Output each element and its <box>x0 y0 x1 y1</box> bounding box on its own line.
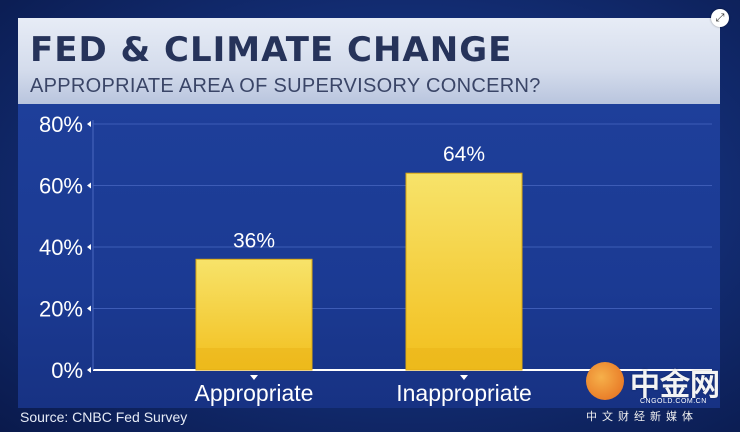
logo-tagline: 中文财经新媒体 <box>586 411 698 423</box>
y-tick-mark <box>87 244 91 250</box>
y-tick-mark <box>87 367 91 373</box>
x-tick-label: Appropriate <box>195 380 314 406</box>
chart-title: FED & CLIMATE CHANGE <box>30 30 513 70</box>
bar <box>405 172 523 371</box>
y-tick-mark <box>87 182 91 189</box>
source-note: Source: CNBC Fed Survey <box>20 409 188 425</box>
chart-header: FED & CLIMATE CHANGE APPROPRIATE AREA OF… <box>18 18 720 104</box>
bar-base-shade <box>196 348 312 370</box>
y-tick-mark <box>87 121 91 127</box>
logo-name: 中金网 <box>630 369 720 402</box>
chart-panel <box>18 104 720 408</box>
watermark-logo: 中金网 CNGOLD.COM.CN 中文财经新媒体 <box>584 360 734 426</box>
data-label: 36% <box>233 229 275 252</box>
x-tick-mark <box>460 375 468 380</box>
logo-domain: CNGOLD.COM.CN <box>640 398 707 405</box>
data-label: 64% <box>443 143 485 166</box>
logo-mark-icon <box>586 362 624 400</box>
y-tick-label: 40% <box>39 235 83 260</box>
y-tick-label: 20% <box>39 297 83 322</box>
y-tick-mark <box>87 305 91 312</box>
x-tick-label: Inappropriate <box>396 380 532 406</box>
y-tick-label: 0% <box>51 358 83 383</box>
chart-subtitle: APPROPRIATE AREA OF SUPERVISORY CONCERN? <box>30 75 541 97</box>
y-tick-label: 80% <box>39 112 83 137</box>
expand-icon[interactable]: ⤢ <box>711 9 729 27</box>
x-tick-mark <box>250 375 258 380</box>
bar-base-shade <box>406 348 522 370</box>
y-tick-label: 60% <box>39 174 83 199</box>
